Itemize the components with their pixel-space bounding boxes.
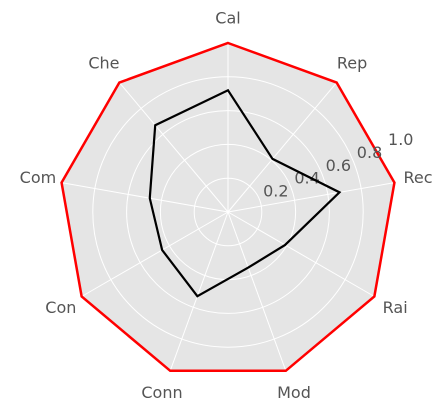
category-label: Conn xyxy=(141,383,182,402)
grid-spoke xyxy=(227,82,338,213)
r-tick-label: 0.2 xyxy=(263,182,288,201)
category-label: Rai xyxy=(383,298,408,317)
grid-spoke xyxy=(227,211,375,297)
frame xyxy=(60,41,396,373)
category-label: Rep xyxy=(337,54,367,73)
r-tick-label: 0.8 xyxy=(357,143,382,162)
category-label: Con xyxy=(45,298,76,317)
grid-spoke xyxy=(81,211,229,297)
grid-spoke xyxy=(227,182,395,213)
r-tick-label: 1.0 xyxy=(388,130,413,149)
category-label: Mod xyxy=(277,383,311,402)
category-label: Che xyxy=(88,54,119,73)
grid-spoke xyxy=(61,182,229,213)
grid-spoke xyxy=(169,211,229,371)
grid-spoke xyxy=(227,211,287,371)
category-label: Com xyxy=(20,168,57,187)
grid-spoke xyxy=(118,82,229,213)
r-tick-label: 0.6 xyxy=(326,156,351,175)
category-label: Rec xyxy=(404,168,433,187)
series-line xyxy=(148,88,342,298)
category-label: Cal xyxy=(215,9,240,28)
